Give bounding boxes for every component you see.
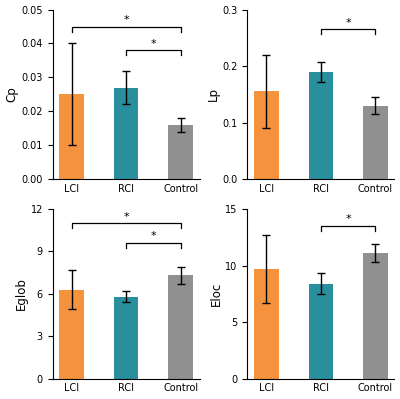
Y-axis label: Eloc: Eloc — [210, 282, 222, 306]
Bar — [114, 87, 138, 179]
Bar — [168, 125, 193, 179]
Bar — [59, 290, 84, 379]
Bar — [254, 269, 279, 379]
Bar — [168, 275, 193, 379]
Text: *: * — [123, 15, 129, 25]
Y-axis label: Cp: Cp — [6, 87, 18, 102]
Bar — [254, 91, 279, 179]
Y-axis label: Lp: Lp — [206, 87, 220, 101]
Bar — [363, 253, 388, 379]
Bar — [309, 284, 333, 379]
Bar — [59, 94, 84, 179]
Y-axis label: Eglob: Eglob — [15, 277, 28, 310]
Text: *: * — [345, 18, 351, 28]
Text: *: * — [150, 39, 156, 49]
Text: *: * — [150, 231, 156, 241]
Text: *: * — [123, 211, 129, 222]
Bar — [114, 296, 138, 379]
Bar — [363, 106, 388, 179]
Text: *: * — [345, 215, 351, 225]
Bar — [309, 72, 333, 179]
